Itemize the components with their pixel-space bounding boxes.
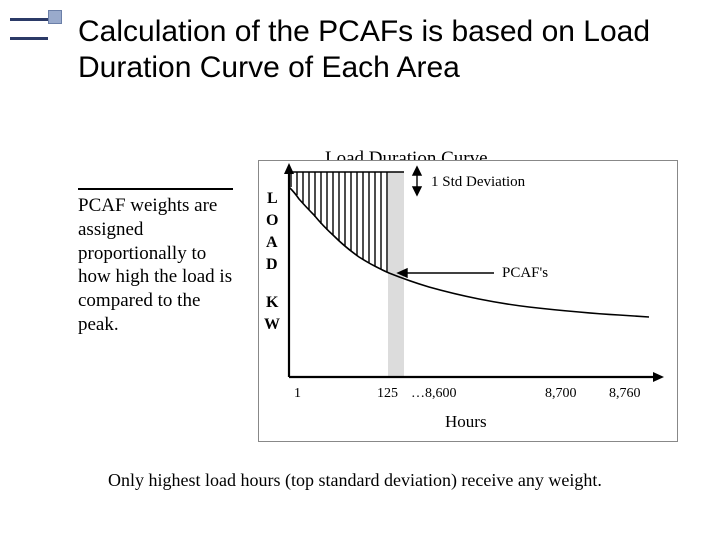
y-axis-W: W <box>264 316 280 333</box>
load-duration-chart: 1 Std Deviation PCAF's L O A D K W 1 125… <box>259 161 679 443</box>
x-axis-arrow-icon <box>653 372 664 382</box>
pcaf-label: PCAF's <box>502 265 548 281</box>
x-tick-3: 8,700 <box>545 386 577 401</box>
hatched-region <box>289 172 404 272</box>
y-axis-arrow-icon <box>284 163 294 174</box>
y-axis-A: A <box>266 234 278 251</box>
pcaf-arrow-icon <box>398 269 494 277</box>
x-tick-1: 125 <box>377 386 398 401</box>
std-dev-label: 1 Std Deviation <box>431 174 526 190</box>
load-duration-curve <box>289 187 649 317</box>
y-axis-D: D <box>266 256 278 273</box>
y-axis-L: L <box>267 190 278 207</box>
footer-text: Only highest load hours (top standard de… <box>108 470 602 491</box>
y-axis-O: O <box>266 212 278 229</box>
x-axis-label: Hours <box>445 412 487 431</box>
slide-title: Calculation of the PCAFs is based on Loa… <box>78 14 700 86</box>
x-tick-2: …8,600 <box>411 386 457 401</box>
y-axis-K: K <box>266 294 279 311</box>
x-tick-4: 8,760 <box>609 386 641 401</box>
std-dev-arrow-icon <box>413 167 421 195</box>
slide-accent-bar <box>10 18 48 40</box>
slide-accent-square <box>48 10 62 24</box>
side-text: PCAF weights are assigned proportionally… <box>78 194 238 337</box>
chart-box: 1 Std Deviation PCAF's L O A D K W 1 125… <box>258 160 678 442</box>
x-tick-0: 1 <box>294 386 301 401</box>
side-text-underline <box>78 188 233 190</box>
